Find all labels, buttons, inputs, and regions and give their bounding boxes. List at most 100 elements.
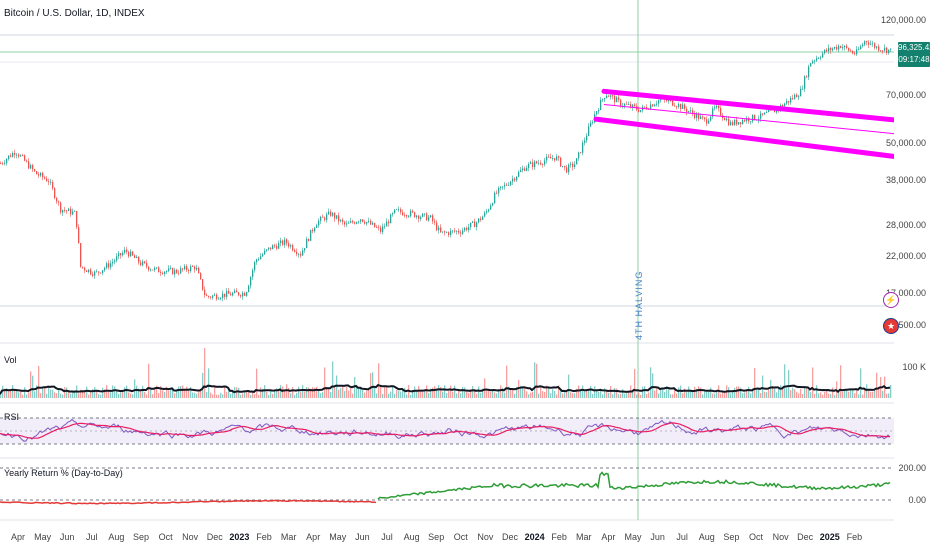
volume-bar — [472, 385, 474, 398]
candle-body — [890, 48, 892, 50]
price-tick: 50,000.00 — [885, 138, 926, 148]
volume-bar — [368, 389, 370, 398]
volume-bar — [22, 394, 24, 398]
volume-bar — [846, 390, 848, 398]
candle-body — [286, 239, 288, 244]
volume-bar — [208, 368, 210, 398]
volume-bar — [692, 391, 694, 398]
volume-bar — [444, 385, 446, 398]
volume-bar — [442, 391, 444, 398]
candle-body — [128, 251, 130, 257]
volume-bar — [468, 392, 470, 398]
volume-bar — [870, 391, 872, 398]
candle-body — [56, 198, 58, 202]
volume-label: Vol — [4, 355, 17, 365]
candle-body — [258, 259, 260, 261]
candle-body — [372, 222, 374, 225]
volume-bar — [600, 388, 602, 398]
volume-bar — [678, 387, 680, 398]
candle-body — [74, 210, 76, 212]
candle-body — [0, 163, 2, 165]
volume-bar — [68, 391, 70, 398]
volume-bar — [346, 387, 348, 398]
volume-bar — [868, 389, 870, 398]
candle-body — [818, 58, 820, 59]
candle-body — [84, 267, 86, 271]
candle-body — [598, 109, 600, 112]
candle-body — [170, 268, 172, 269]
candle-body — [768, 109, 770, 113]
candle-body — [526, 167, 528, 171]
candle-body — [244, 292, 246, 296]
candle-body — [8, 155, 10, 159]
candle-body — [444, 231, 446, 233]
candle-body — [694, 113, 696, 119]
volume-bar — [62, 394, 64, 398]
volume-bar — [740, 387, 742, 398]
candle-body — [584, 140, 586, 143]
volume-bar — [362, 389, 364, 398]
candle-body — [274, 245, 276, 247]
volume-bar — [696, 388, 698, 398]
us-flag-icon[interactable]: ★ — [883, 318, 899, 334]
candle-body — [152, 269, 154, 271]
channel-lower-line[interactable] — [593, 116, 901, 160]
candle-body — [306, 238, 308, 249]
candle-body — [806, 76, 808, 78]
volume-bar — [374, 386, 376, 398]
candle-body — [88, 269, 90, 273]
price-tick: 120,000.00 — [880, 15, 926, 25]
candle-body — [886, 47, 888, 54]
volume-bar — [426, 385, 428, 398]
candle-body — [248, 285, 250, 293]
candle-body — [418, 215, 420, 219]
candle-body — [670, 100, 672, 101]
candle-body — [798, 96, 800, 98]
candle-body — [566, 167, 568, 173]
candle-body — [432, 215, 434, 222]
volume-bar — [806, 387, 808, 398]
volume-bar — [120, 392, 122, 398]
lightning-icon[interactable]: ⚡ — [883, 292, 899, 308]
volume-bar — [86, 386, 88, 398]
rsi-label: RSI — [4, 412, 20, 422]
volume-bar — [840, 365, 842, 398]
volume-bar — [800, 388, 802, 398]
volume-bar — [308, 387, 310, 398]
volume-bar — [702, 394, 704, 398]
volume-bar — [438, 385, 440, 398]
candle-body — [10, 155, 12, 157]
candle-body — [192, 266, 194, 268]
volume-bar — [636, 394, 638, 398]
candle-body — [224, 293, 226, 297]
candle-body — [482, 216, 484, 220]
volume-bar — [572, 393, 574, 398]
volume-bar — [36, 385, 38, 398]
volume-bar — [38, 365, 40, 398]
candle-body — [518, 171, 520, 177]
channel-mid-line[interactable] — [603, 104, 899, 135]
rsi-band — [0, 418, 898, 444]
candle-body — [678, 104, 680, 107]
candle-body — [126, 249, 128, 252]
price-axis[interactable]: 120,000.00 70,000.00 50,000.00 38,000.00… — [881, 0, 932, 550]
volume-bar — [412, 390, 414, 398]
volume-bar — [366, 390, 368, 398]
volume-bar — [434, 386, 436, 398]
volume-bar — [556, 394, 558, 398]
candle-body — [294, 250, 296, 252]
volume-bar — [882, 390, 884, 398]
volume-bar — [834, 394, 836, 398]
volume-bar — [456, 393, 458, 398]
candle-body — [716, 105, 718, 108]
candle-body — [52, 182, 54, 189]
volume-bar — [508, 386, 510, 398]
volume-bar — [830, 394, 832, 398]
channel-upper-line[interactable] — [601, 88, 901, 123]
volume-bar — [482, 388, 484, 398]
candle-body — [4, 162, 6, 164]
volume-bar — [504, 392, 506, 398]
volume-bar — [446, 393, 448, 398]
candle-body — [14, 152, 16, 155]
